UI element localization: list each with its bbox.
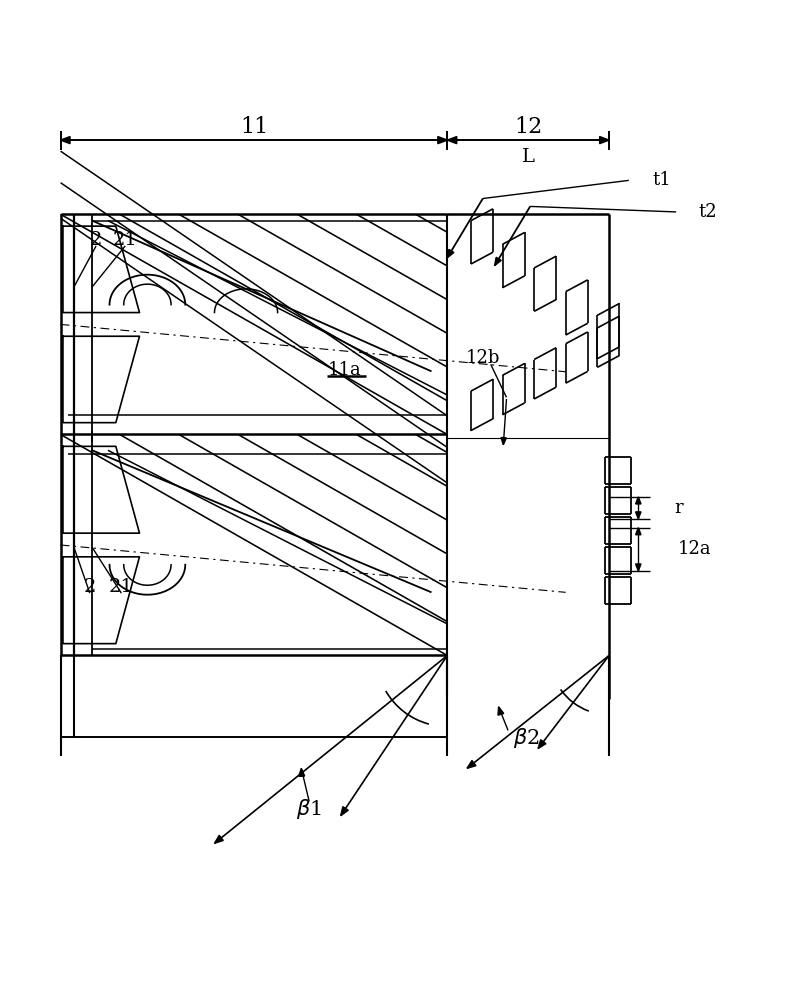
Polygon shape [501,438,506,445]
Text: L: L [522,148,535,166]
Text: 21: 21 [113,231,138,249]
Polygon shape [215,835,223,843]
Text: $\beta$1: $\beta$1 [296,797,322,821]
Text: r: r [674,499,683,517]
Text: t1: t1 [653,171,672,189]
Polygon shape [447,249,454,258]
Polygon shape [447,137,457,144]
Polygon shape [636,512,641,519]
Polygon shape [636,528,641,535]
Polygon shape [498,707,504,715]
Polygon shape [467,760,476,768]
Polygon shape [538,740,546,749]
Text: 2: 2 [84,578,96,596]
Polygon shape [60,137,70,144]
Polygon shape [495,257,501,266]
Text: 11: 11 [240,116,268,138]
Polygon shape [438,137,447,144]
Polygon shape [636,497,641,504]
Text: t2: t2 [699,203,717,221]
Text: $\beta$2: $\beta$2 [512,726,539,750]
Polygon shape [299,768,305,776]
Polygon shape [600,137,609,144]
Text: 11a: 11a [328,361,362,379]
Text: 12a: 12a [678,540,711,558]
Polygon shape [341,807,348,816]
Polygon shape [636,564,641,571]
Text: 12: 12 [514,116,543,138]
Text: 12b: 12b [466,349,500,367]
Text: 21: 21 [109,578,134,596]
Text: 2: 2 [90,231,102,249]
